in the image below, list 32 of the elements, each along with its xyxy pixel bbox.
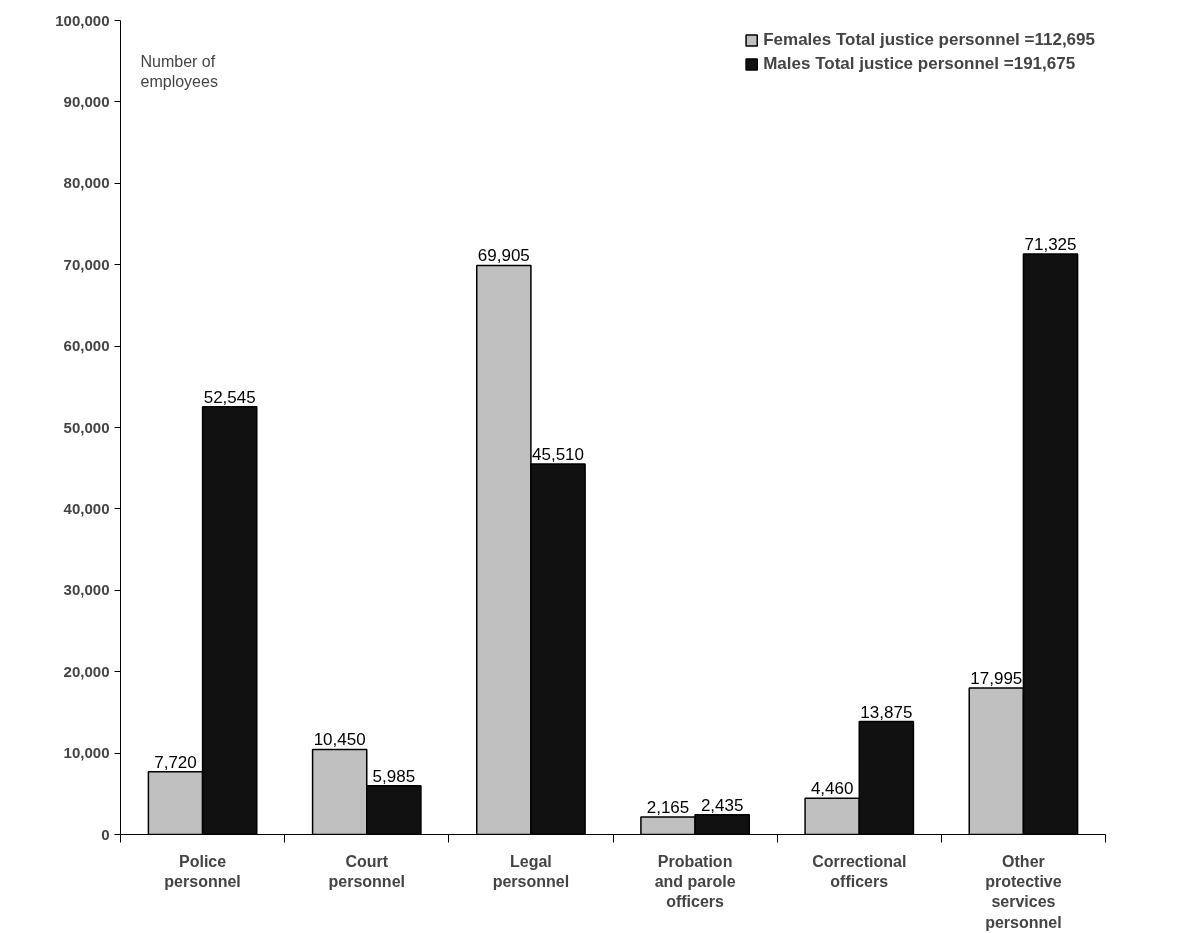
y-tick-label: 90,000 [63, 92, 110, 110]
x-tick-label: Correctional officers [812, 852, 907, 890]
x-tick-label: Probation and parole officers [654, 852, 736, 911]
data-label: 2,435 [700, 795, 744, 815]
y-axis-title: Number of employees [140, 53, 218, 91]
x-tick-label: Other protective services personnel [985, 852, 1062, 931]
y-tick-label: 60,000 [63, 337, 110, 355]
y-tick-label: 100,000 [55, 11, 110, 29]
data-label: 7,720 [154, 752, 197, 772]
x-tick-label: Police personnel [164, 852, 241, 890]
data-label: 69,905 [477, 246, 530, 266]
data-label: 10,450 [313, 730, 366, 750]
y-tick-label: 70,000 [63, 255, 110, 273]
data-label: 4,460 [810, 779, 854, 799]
data-label: 2,165 [646, 797, 690, 817]
y-tick-label: 50,000 [63, 418, 110, 436]
legend-label: Males Total justice personnel =191,675 [763, 54, 1076, 74]
y-tick-label: 0 [101, 825, 110, 843]
x-tick-label: Court personnel [328, 852, 405, 890]
data-label: 13,875 [860, 702, 913, 722]
data-label: 45,510 [532, 445, 585, 465]
y-tick-label: 10,000 [63, 744, 110, 762]
data-label: 52,545 [203, 387, 256, 407]
data-label: 5,985 [372, 766, 416, 786]
y-tick-label: 80,000 [63, 174, 110, 192]
y-tick-label: 20,000 [63, 662, 110, 680]
y-tick-label: 40,000 [63, 499, 110, 517]
data-label: 17,995 [970, 669, 1023, 689]
legend-label: Females Total justice personnel =112,695 [763, 30, 1095, 50]
x-tick-label: Legal personnel [492, 852, 570, 890]
y-tick-label: 30,000 [63, 581, 110, 599]
data-label: 71,325 [1024, 234, 1077, 254]
